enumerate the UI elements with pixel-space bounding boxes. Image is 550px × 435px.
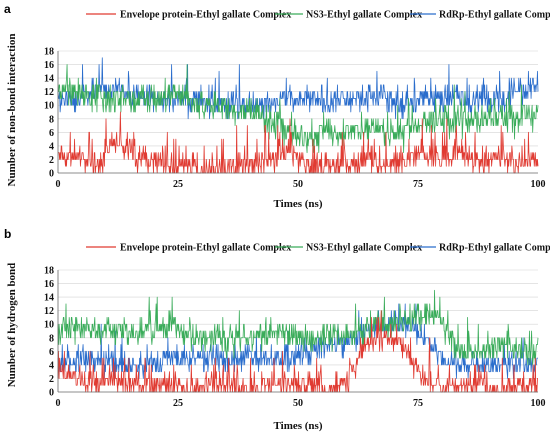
panel-a-series-line-1 (58, 64, 539, 154)
panel-a-series-line-2 (57, 57, 539, 120)
panel-a-xtick-75: 75 (413, 179, 423, 190)
panel-a-xlabel: Times (ns) (274, 198, 323, 210)
panel-b-legend: Envelope protein-Ethyl gallate Complex N… (86, 243, 550, 254)
panel-a-ytick-10: 10 (44, 101, 54, 112)
panel-a-ylabel: Number of non-bond interaction (6, 34, 18, 187)
legend-b-label-2: RdRp-Ethyl gallate Complex (439, 243, 550, 254)
panel-b-xtick-50: 50 (293, 398, 303, 409)
panel-a-xtick-100: 100 (531, 179, 546, 190)
panel-a-legend: Envelope protein-Ethyl gallate Complex N… (86, 10, 550, 21)
panel-b-axes (57, 270, 538, 393)
panel-b-ytick-16: 16 (44, 279, 54, 290)
legend-a-label-0: Envelope protein-Ethyl gallate Complex (120, 10, 291, 21)
panel-b-ytick-4: 4 (49, 360, 54, 371)
panel-b-ytick-18: 18 (44, 266, 54, 277)
panel-a-ticks: 0 2 4 6 8 10 12 14 16 18 0 25 50 75 100 (44, 47, 546, 191)
panel-a-letter: a (4, 2, 11, 16)
panel-a: a Envelope protein-Ethyl gallate Complex… (4, 2, 550, 210)
panel-a-ytick-2: 2 (49, 155, 54, 166)
panel-b-series-line-1 (57, 289, 539, 366)
panel-b-letter: b (4, 227, 11, 241)
panel-b-xtick-0: 0 (56, 398, 61, 409)
panel-b-ytick-14: 14 (44, 293, 54, 304)
panel-a-series (57, 57, 539, 174)
panel-a-ytick-18: 18 (44, 47, 54, 58)
panel-b-series-line-2 (57, 303, 538, 379)
panel-b-xlabel: Times (ns) (274, 420, 323, 432)
panel-b-xtick-75: 75 (413, 398, 423, 409)
panel-a-ytick-8: 8 (49, 114, 54, 125)
panel-b-ytick-0: 0 (49, 388, 54, 399)
legend-b-label-1: NS3-Ethyl gallate Complex (306, 243, 422, 254)
panel-b-ytick-8: 8 (49, 333, 54, 344)
panel-b: b Envelope protein-Ethyl gallate Complex… (4, 227, 550, 432)
legend-a-label-2: RdRp-Ethyl gallate Complex (439, 10, 550, 21)
panel-b-ytick-12: 12 (44, 306, 54, 317)
panel-a-axes (57, 51, 538, 174)
panel-a-ytick-0: 0 (49, 169, 54, 180)
panel-a-ytick-16: 16 (44, 60, 54, 71)
panel-a-ytick-12: 12 (44, 87, 54, 98)
panel-a-xtick-0: 0 (56, 179, 61, 190)
panel-a-xtick-50: 50 (293, 179, 303, 190)
panel-a-series-line-0 (58, 111, 539, 174)
panel-a-ytick-14: 14 (44, 74, 54, 85)
panel-b-xtick-25: 25 (173, 398, 183, 409)
legend-a-label-1: NS3-Ethyl gallate Complex (306, 10, 422, 21)
panel-a-ytick-6: 6 (49, 128, 54, 139)
panel-b-ytick-6: 6 (49, 347, 54, 358)
legend-b-label-0: Envelope protein-Ethyl gallate Complex (120, 243, 291, 254)
panel-b-ylabel: Number of hydrogen bond (6, 263, 18, 388)
panel-b-ytick-10: 10 (44, 320, 54, 331)
panel-a-ytick-4: 4 (49, 141, 54, 152)
panel-b-xtick-100: 100 (531, 398, 546, 409)
panel-a-xtick-25: 25 (173, 179, 183, 190)
panel-b-ytick-2: 2 (49, 374, 54, 385)
panel-b-ticks: 0 2 4 6 8 10 12 14 16 18 0 25 50 75 100 (44, 266, 546, 410)
